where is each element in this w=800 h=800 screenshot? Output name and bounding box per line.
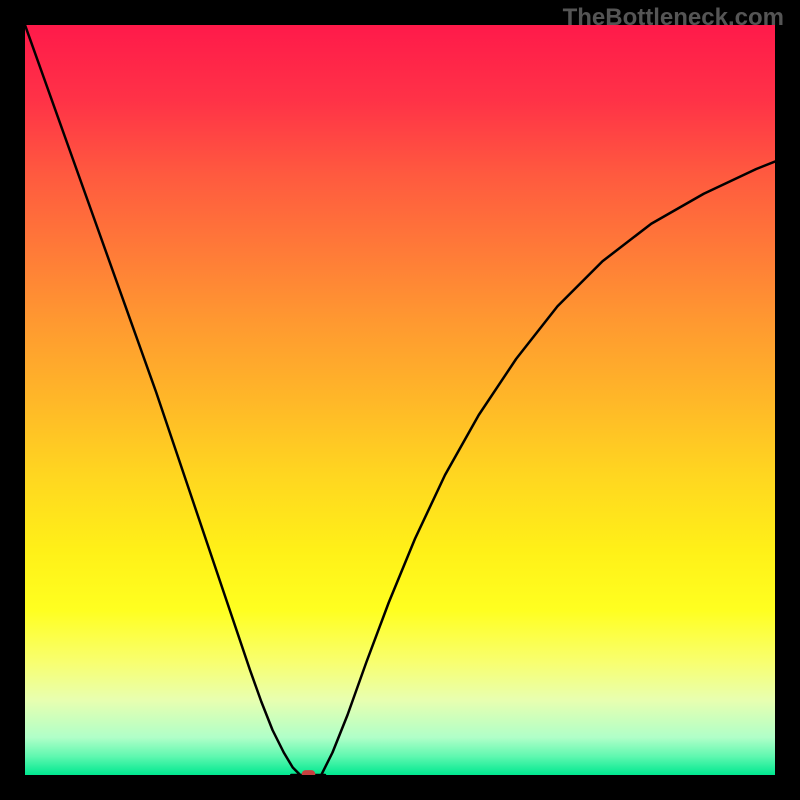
optimal-point-marker <box>302 770 316 775</box>
plot-svg <box>25 25 775 775</box>
plot-area <box>25 25 775 775</box>
watermark-text: TheBottleneck.com <box>563 4 784 32</box>
gradient-background <box>25 25 775 775</box>
chart-frame: TheBottleneck.com <box>0 0 800 800</box>
